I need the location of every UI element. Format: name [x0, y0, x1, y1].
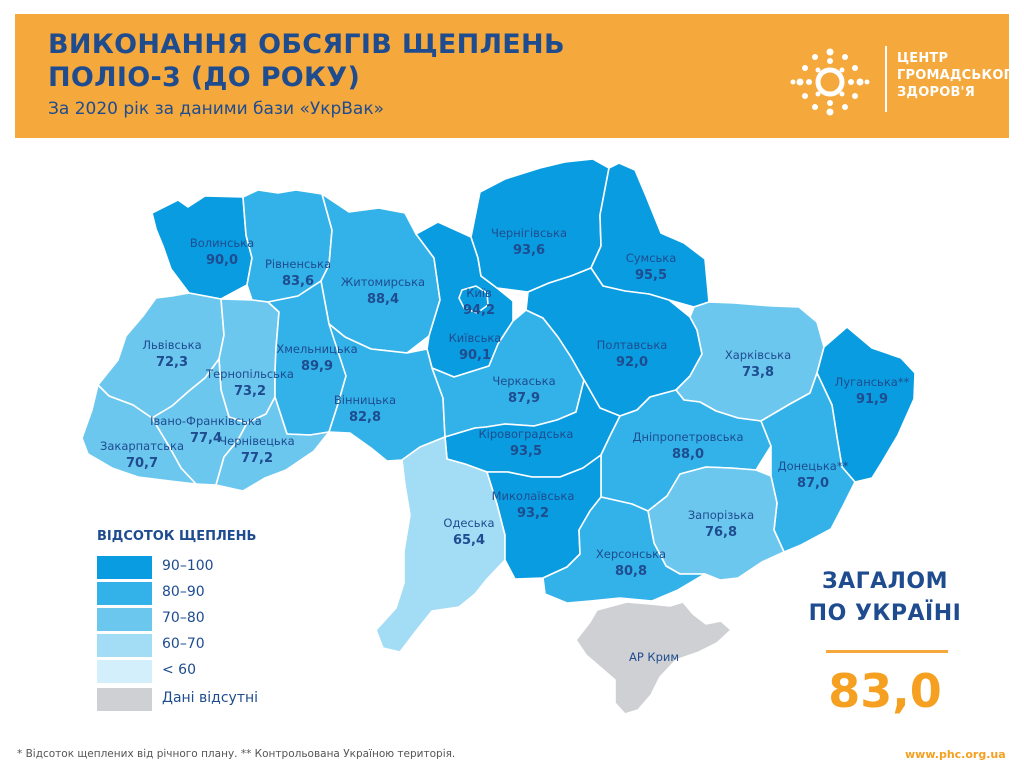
legend-label: 60–70: [162, 636, 205, 652]
region-value-label: 93,5: [510, 444, 542, 459]
region-shape-zakarpatska[interactable]: [81, 384, 197, 485]
region-value-label: 90,0: [206, 253, 238, 268]
region-name-label: Одеська: [443, 516, 494, 530]
footnote: * Відсоток щеплених від річного плану. *…: [17, 748, 456, 760]
region-name-label: Львівська: [142, 338, 201, 352]
region-value-label: 92,0: [616, 355, 648, 370]
region-name-label: Херсонська: [596, 547, 666, 561]
region-name-label: Хмельницька: [276, 342, 357, 356]
total-label-line-2: ПО УКРАЇНІ: [808, 601, 962, 626]
legend-swatch: [97, 660, 152, 683]
legend-label: Дані відсутні: [162, 690, 259, 706]
header-banner: ВИКОНАННЯ ОБСЯГІВ ЩЕПЛЕНЬ ПОЛІО-3 (ДО РО…: [15, 14, 1023, 138]
region-name-label: Луганська**: [835, 375, 910, 389]
region-name-label: Донецька**: [778, 459, 849, 473]
logo-line-3: ЗДОРОВ'Я: [897, 85, 975, 100]
region-value-label: 93,6: [513, 243, 545, 258]
region-shape-khersonska[interactable]: [542, 496, 706, 604]
region-value-label: 93,2: [517, 506, 549, 521]
region-value-label: 95,5: [635, 268, 667, 283]
total-value: 83,0: [828, 664, 942, 718]
region-name-label: Закарпатська: [100, 439, 184, 453]
page-title: ВИКОНАННЯ ОБСЯГІВ ЩЕПЛЕНЬ ПОЛІО-3 (ДО РО…: [48, 28, 565, 94]
region-value-label: 89,9: [301, 359, 333, 374]
legend-swatch: [97, 582, 152, 605]
region-value-label: 82,8: [349, 410, 381, 425]
region-shape-odeska[interactable]: [375, 436, 506, 653]
total-label-line-1: ЗАГАЛОМ: [821, 569, 949, 594]
region-value-label: 83,6: [282, 274, 314, 289]
region-value-label: 73,8: [742, 365, 774, 380]
logo-divider: [885, 46, 887, 112]
region-name-label: Рівненська: [265, 257, 331, 271]
total-label: ЗАГАЛОМ ПО УКРАЇНІ: [790, 566, 980, 630]
region-shape-zhytomyrska[interactable]: [320, 193, 441, 354]
region-name-label: Івано-Франківська: [150, 414, 262, 428]
phc-emblem-icon: [790, 48, 870, 116]
region-name-label: Київ: [466, 286, 492, 300]
region-name-label: Чернігівська: [491, 226, 567, 240]
logo-line-2: ГРОМАДСЬКОГО: [897, 68, 1024, 83]
region-name-label: Кіровоградська: [479, 427, 574, 441]
logo-text: ЦЕНТР ГРОМАДСЬКОГО ЗДОРОВ'Я: [897, 50, 1023, 101]
region-name-label: Київська: [449, 331, 502, 345]
total-divider: [826, 650, 948, 653]
phc-logo: ЦЕНТР ГРОМАДСЬКОГО ЗДОРОВ'Я: [785, 40, 1023, 124]
title-line-2: ПОЛІО-3 (ДО РОКУ): [48, 62, 361, 93]
region-name-label: Дніпропетровська: [632, 430, 743, 444]
region-name-label: Тернопільська: [205, 367, 294, 381]
legend-swatch: [97, 688, 152, 711]
region-value-label: 70,7: [126, 456, 158, 471]
region-name-label: Сумська: [626, 251, 677, 265]
region-value-label: 90,1: [459, 348, 491, 363]
legend-swatch: [97, 634, 152, 657]
region-value-label: 65,4: [453, 533, 485, 548]
region-name-label: АР Крим: [629, 650, 679, 664]
region-value-label: 88,4: [367, 292, 399, 307]
ukraine-map: Волинська 90,0 Рівненська 83,6 Житомирська 88…: [81, 158, 916, 715]
region-name-label: Волинська: [190, 236, 254, 250]
region-shape-chernivetska[interactable]: [215, 396, 330, 492]
legend-label: 90–100: [162, 558, 214, 574]
region-shape-crimea[interactable]: [575, 601, 732, 715]
region-value-label: 88,0: [672, 447, 704, 462]
region-name-label: Житомирська: [341, 275, 425, 289]
legend-label: 80–90: [162, 584, 205, 600]
region-value-label: 87,9: [508, 391, 540, 406]
region-name-label: Чернівецька: [219, 434, 294, 448]
region-value-label: 77,4: [190, 431, 222, 446]
website-link[interactable]: www.phc.org.ua: [905, 748, 1006, 761]
region-value-label: 76,8: [705, 525, 737, 540]
region-name-label: Запорізька: [688, 508, 754, 522]
region-name-label: Полтавська: [597, 338, 668, 352]
logo-line-1: ЦЕНТР: [897, 51, 949, 66]
legend-swatch: [97, 608, 152, 631]
legend-title: ВІДСОТОК ЩЕПЛЕНЬ: [97, 529, 257, 544]
region-value-label: 91,9: [856, 392, 888, 407]
region-shape-ternopilska[interactable]: [218, 298, 280, 424]
legend-swatch: [97, 556, 152, 579]
region-shape-sumska[interactable]: [590, 162, 710, 308]
region-value-label: 87,0: [797, 476, 829, 491]
title-line-1: ВИКОНАННЯ ОБСЯГІВ ЩЕПЛЕНЬ: [48, 29, 565, 60]
region-value-label: 80,8: [615, 564, 647, 579]
legend-label: 70–80: [162, 610, 205, 626]
region-value-label: 94,2: [463, 303, 495, 318]
region-name-label: Харківська: [725, 348, 791, 362]
region-labels: Волинська 90,0 Рівненська 83,6 Житомирська 88…: [100, 226, 910, 664]
region-name-label: Черкаська: [492, 374, 555, 388]
region-name-label: Вінницька: [334, 393, 396, 407]
region-shape-kyiv[interactable]: [458, 285, 489, 314]
region-value-label: 73,2: [234, 384, 266, 399]
subtitle: За 2020 рік за даними бази «УкрВак»: [48, 99, 385, 119]
region-name-label: Миколаївська: [492, 489, 575, 503]
legend-label: < 60: [162, 662, 196, 678]
region-value-label: 72,3: [156, 355, 188, 370]
region-value-label: 77,2: [241, 451, 273, 466]
